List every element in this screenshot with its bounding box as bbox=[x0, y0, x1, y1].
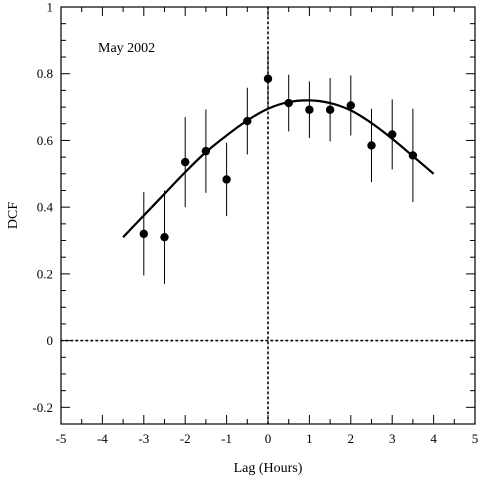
data-point bbox=[243, 116, 252, 126]
data-point bbox=[139, 229, 148, 239]
data-point bbox=[367, 141, 376, 150]
data-point bbox=[160, 232, 169, 242]
y-tick-label: 0 bbox=[47, 333, 54, 348]
data-point bbox=[388, 130, 397, 139]
fit-curve-layer bbox=[122, 99, 435, 238]
y-tick-label: 0.6 bbox=[37, 133, 54, 148]
data-points-layer bbox=[139, 50, 418, 284]
x-tick-label: 0 bbox=[265, 431, 272, 446]
y-tick-label: 0.4 bbox=[37, 200, 54, 215]
x-tick-label: 3 bbox=[389, 431, 396, 446]
y-tick-label: 0.8 bbox=[37, 66, 53, 81]
x-tick-label: -3 bbox=[138, 431, 149, 446]
data-point bbox=[201, 146, 211, 156]
x-tick-label: 5 bbox=[472, 431, 479, 446]
y-tick-label: 1 bbox=[47, 0, 54, 15]
data-point bbox=[408, 151, 418, 160]
y-axis-label: DCF bbox=[6, 202, 21, 229]
data-point bbox=[284, 98, 293, 108]
data-point bbox=[263, 74, 273, 83]
x-tick-label: 2 bbox=[348, 431, 355, 446]
data-point bbox=[325, 105, 335, 114]
x-tick-label: -2 bbox=[180, 431, 191, 446]
axis-ticks-layer: -5 -4 -3 -2 -1 0 1 2 3 4 5 -0.2 0 0.2 0.4 0.6 0.8 1 bbox=[32, 0, 478, 446]
x-tick-label: 4 bbox=[430, 431, 437, 446]
x-tick-label: -4 bbox=[97, 431, 108, 446]
y-tick-label: -0.2 bbox=[32, 400, 53, 415]
x-tick-label: -5 bbox=[56, 431, 67, 446]
data-point bbox=[305, 105, 314, 114]
data-point bbox=[181, 157, 190, 167]
data-point bbox=[222, 175, 231, 184]
fit-curve bbox=[122, 99, 435, 238]
x-tick-label: -1 bbox=[221, 431, 232, 446]
y-tick-label: 0.2 bbox=[37, 266, 53, 281]
x-axis-label: Lag (Hours) bbox=[234, 461, 303, 476]
x-tick-label: 1 bbox=[306, 431, 313, 446]
chart-annotation: May 2002 bbox=[98, 41, 155, 56]
data-point bbox=[346, 101, 355, 110]
